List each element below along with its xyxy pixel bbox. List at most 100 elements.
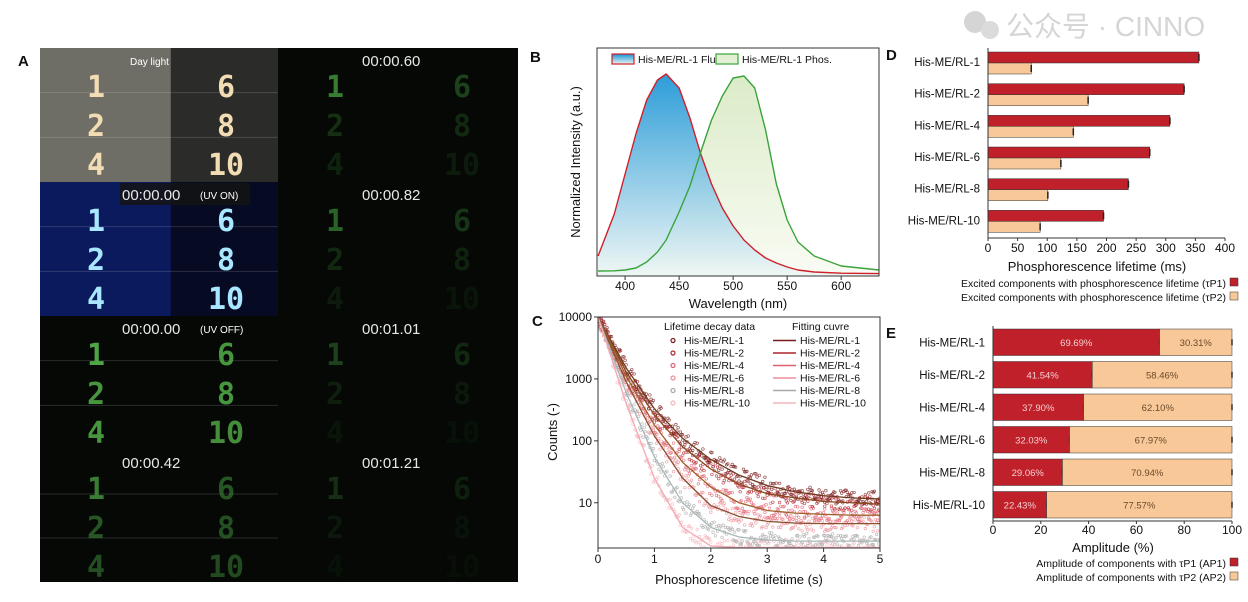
data-point [671,470,676,474]
data-point [722,501,726,506]
data-point [846,506,851,510]
data-point [640,422,644,426]
data-point [708,460,712,464]
data-point [678,477,682,481]
data-point [689,526,694,531]
data-point [833,506,837,511]
data-point [715,553,718,556]
digit-label: 2 [326,377,344,412]
data-point [864,552,867,555]
data-point [726,462,730,466]
panel-letter-c: C [532,313,543,330]
legend-swatch [1229,291,1239,301]
data-point [737,485,741,489]
photo-left [278,182,410,316]
digit-label: 2 [87,243,105,278]
bar-segment [1069,426,1233,454]
data-point [814,543,818,547]
digit-label: 1 [87,338,105,373]
legend-label: His-ME/RL-4 [684,360,744,372]
data-point [709,510,713,514]
data-point [739,518,743,522]
data-point [770,531,774,535]
data-point [703,455,707,460]
data-point [680,433,685,437]
data-point [689,464,694,468]
digit-label: 8 [453,377,471,412]
data-point [782,491,786,496]
digit-label: 4 [87,416,105,451]
digit-label: 2 [87,511,105,546]
data-point [722,539,726,543]
data-point [754,521,758,525]
x-tick-label: 50 [1011,241,1025,255]
data-point [850,508,854,512]
x-axis-label: Amplitude (%) [1072,540,1154,555]
digit-label: 6 [453,472,471,507]
data-point [718,456,722,460]
data-point [838,506,843,510]
digit-label: 8 [453,243,471,278]
data-point [808,485,812,489]
digit-label: 2 [87,377,105,412]
data-point [673,495,677,499]
data-point [748,497,752,501]
data-point [843,551,846,554]
legend-label: His-ME/RL-8 [684,385,744,397]
digit-label: 8 [453,109,471,144]
data-point [737,551,740,554]
data-point [737,538,741,542]
data-point [746,553,749,556]
data-point [796,505,800,509]
data-point [691,506,695,510]
data-point [717,549,720,552]
data-point [677,447,681,451]
digit-label: 10 [444,416,480,451]
data-point [778,549,781,552]
data-point [817,488,821,492]
data-point [730,506,734,511]
x-tick-label: 1 [651,552,658,566]
data-point [821,510,826,515]
data-point [752,484,756,489]
data-point [698,543,703,547]
x-tick-label: 5 [877,552,884,566]
photo-frame: 1 6 2 8 4 10 00:00.82 [278,182,518,317]
data-point [824,536,828,541]
photo-left [40,48,171,182]
data-point [713,534,717,538]
data-point [788,517,792,521]
data-point [856,553,859,556]
data-point [704,477,708,481]
data-point [806,487,810,492]
data-point [742,550,745,553]
data-point [834,553,837,556]
data-point [782,551,785,554]
bar [987,51,1200,64]
data-point [845,490,849,494]
x-tick-label: 400 [1215,241,1235,255]
data-point [621,355,625,359]
data-point [677,513,681,517]
bar [987,189,1049,201]
data-point [854,511,858,515]
x-tick-label: 40 [1082,523,1096,537]
data-point [791,493,795,497]
digit-label: 2 [326,511,344,546]
data-point [658,447,662,451]
data-point [752,552,755,555]
data-point [868,494,872,499]
data-point [632,403,636,407]
data-point [789,514,793,518]
data-point [740,485,745,490]
x-tick-label: 200 [1096,241,1116,255]
legend-label: His-ME/RL-6 [684,373,744,385]
fit-curve [598,317,880,542]
data-point [777,500,782,505]
fit-curve [598,317,880,525]
data-point [702,474,706,478]
data-point [728,552,731,555]
data-point [746,479,750,483]
digit-label: 6 [453,70,471,105]
legend-marker [670,362,676,369]
